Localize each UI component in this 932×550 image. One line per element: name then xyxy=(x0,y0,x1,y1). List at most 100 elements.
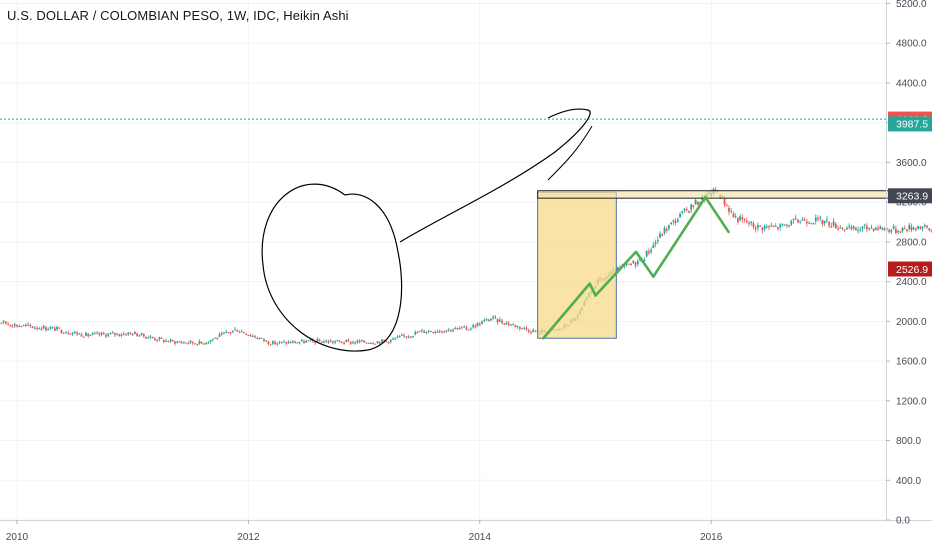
candle-body xyxy=(490,318,492,321)
candle-body xyxy=(220,333,223,335)
y-tick-label: 3600.0 xyxy=(896,158,927,169)
candle-body xyxy=(737,218,739,223)
candle-body xyxy=(278,341,281,343)
candle-body xyxy=(225,331,228,333)
candle-body xyxy=(327,341,330,343)
candle-body xyxy=(171,340,174,342)
candle-body xyxy=(525,328,528,330)
candle-body xyxy=(314,341,317,344)
candle-body xyxy=(668,224,670,229)
candle-body xyxy=(743,219,746,221)
candle-body xyxy=(456,327,459,329)
candle-body xyxy=(229,332,232,334)
candle-body xyxy=(670,222,673,225)
candle-body xyxy=(372,343,374,345)
candle-body xyxy=(156,340,159,342)
candle-body xyxy=(407,336,410,338)
candle-body xyxy=(779,224,782,228)
candle-body xyxy=(868,228,871,230)
candle-body xyxy=(857,229,859,231)
x-tick-label: 2014 xyxy=(469,532,492,543)
candle-body xyxy=(461,326,463,328)
candle-body xyxy=(768,226,770,228)
candle-body xyxy=(205,343,208,345)
candle-body xyxy=(360,339,363,342)
candle-body xyxy=(843,229,846,231)
candle-body xyxy=(912,227,915,230)
candle-body xyxy=(303,341,305,344)
candle-body xyxy=(200,341,203,344)
candle-body xyxy=(458,328,461,330)
candle-body xyxy=(745,220,748,223)
candle-body xyxy=(783,224,786,226)
candle-body xyxy=(854,227,857,231)
candle-body xyxy=(792,218,795,221)
candle-body xyxy=(276,343,279,345)
candle-body xyxy=(627,263,630,265)
y-tick-label: 5200.0 xyxy=(896,0,927,10)
y-tick-label: 2800.0 xyxy=(896,237,927,248)
candle-body xyxy=(503,323,506,325)
candle-body xyxy=(683,208,686,211)
candle-body xyxy=(685,209,688,211)
candle-body xyxy=(214,337,216,339)
candle-body xyxy=(307,340,310,342)
candle-body xyxy=(51,326,54,328)
candle-body xyxy=(20,326,23,328)
candle-body xyxy=(76,332,78,335)
candle-body xyxy=(834,223,837,229)
candle-body xyxy=(472,325,475,328)
candle-body xyxy=(870,227,873,229)
candle-body xyxy=(334,341,337,343)
candle-body xyxy=(105,335,107,337)
candle-body xyxy=(145,337,147,339)
candle-body xyxy=(826,219,828,221)
candle-body xyxy=(318,339,321,342)
candle-body xyxy=(305,340,308,343)
candle-body xyxy=(654,242,657,244)
candle-body xyxy=(872,228,875,231)
candle-body xyxy=(363,340,365,343)
candle-body xyxy=(467,329,470,331)
candle-body xyxy=(877,228,879,230)
candle-body xyxy=(919,226,922,229)
candle-body xyxy=(294,341,297,344)
candle-body xyxy=(817,218,819,220)
candle-body xyxy=(216,337,219,339)
candle-body xyxy=(33,327,36,329)
candle-body xyxy=(645,250,648,257)
candle-body xyxy=(182,342,185,344)
candle-body xyxy=(147,337,150,339)
candle-body xyxy=(343,342,345,344)
candle-body xyxy=(514,325,517,328)
candle-body xyxy=(532,330,535,332)
candle-body xyxy=(492,316,495,319)
candle-body xyxy=(27,324,30,326)
candle-body xyxy=(107,333,110,336)
candle-body xyxy=(211,339,214,341)
candle-body xyxy=(0,322,3,324)
candle-body xyxy=(31,326,34,328)
candle-body xyxy=(352,342,354,344)
candle-body xyxy=(516,325,519,327)
candle-body xyxy=(325,340,328,342)
candle-body xyxy=(142,334,145,337)
candle-body xyxy=(418,331,421,333)
candle-body xyxy=(421,329,423,331)
candle-body xyxy=(151,336,154,338)
candle-body xyxy=(636,261,639,265)
candle-body xyxy=(18,326,21,328)
candle-body xyxy=(243,331,245,334)
candle-body xyxy=(349,341,352,344)
candle-body xyxy=(38,328,41,330)
candle-body xyxy=(425,332,428,334)
candle-body xyxy=(249,335,252,337)
candle-body xyxy=(122,333,125,335)
candle-body xyxy=(474,325,477,328)
candle-body xyxy=(387,341,390,344)
candle-body xyxy=(316,339,319,342)
candle-body xyxy=(7,323,9,325)
candle-body xyxy=(367,342,370,344)
candle-body xyxy=(247,335,250,337)
